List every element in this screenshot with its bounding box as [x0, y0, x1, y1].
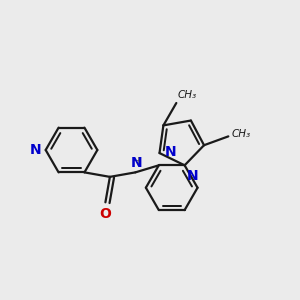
Text: N: N [29, 143, 41, 157]
Text: CH₃: CH₃ [231, 130, 250, 140]
Text: N: N [187, 169, 198, 183]
Text: N: N [164, 145, 176, 159]
Text: H: H [132, 157, 140, 166]
Text: O: O [100, 207, 111, 221]
Text: CH₃: CH₃ [177, 90, 196, 100]
Text: N: N [130, 156, 142, 170]
